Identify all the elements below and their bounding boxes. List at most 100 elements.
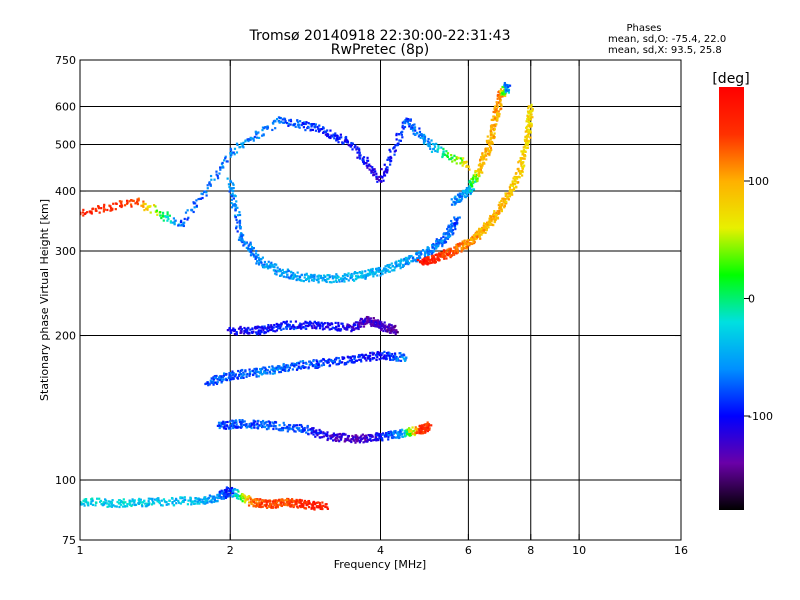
echo-point bbox=[335, 273, 338, 276]
echo-point bbox=[474, 169, 477, 173]
echo-point bbox=[302, 322, 305, 325]
echo-point bbox=[353, 272, 356, 275]
echo-point bbox=[126, 201, 129, 205]
echo-point bbox=[368, 317, 371, 320]
echo-point bbox=[238, 146, 241, 149]
echo-point bbox=[463, 194, 466, 197]
echo-point bbox=[243, 495, 246, 498]
echo-point bbox=[392, 328, 395, 331]
echo-point bbox=[200, 192, 203, 195]
echo-point bbox=[118, 200, 122, 203]
echo-point bbox=[397, 264, 400, 267]
echo-point bbox=[416, 260, 419, 263]
echo-point bbox=[235, 492, 238, 496]
echo-point bbox=[423, 253, 427, 256]
echo-point bbox=[239, 326, 242, 329]
echo-point bbox=[153, 498, 157, 501]
echo-point bbox=[408, 433, 411, 437]
echo-point bbox=[167, 503, 170, 506]
echo-point bbox=[337, 439, 340, 442]
echo-point bbox=[403, 125, 407, 129]
echo-point bbox=[375, 172, 378, 175]
echo-point bbox=[240, 330, 243, 333]
echo-point bbox=[299, 367, 303, 370]
echo-point bbox=[322, 274, 326, 277]
echo-point bbox=[373, 438, 376, 441]
echo-point bbox=[255, 368, 258, 371]
echo-point bbox=[345, 137, 348, 140]
echo-point bbox=[448, 247, 451, 250]
echo-point bbox=[481, 155, 484, 158]
echo-point bbox=[396, 359, 399, 362]
echo-point bbox=[255, 133, 258, 136]
echo-point bbox=[215, 173, 218, 176]
echo-point bbox=[298, 505, 301, 508]
echo-point bbox=[321, 501, 324, 504]
echo-point bbox=[395, 329, 398, 332]
echo-point bbox=[388, 323, 391, 326]
echo-point bbox=[490, 148, 493, 151]
echo-point bbox=[513, 182, 516, 186]
echo-point bbox=[387, 270, 390, 273]
echo-point bbox=[254, 369, 257, 372]
echo-point bbox=[441, 255, 444, 258]
echo-point bbox=[456, 217, 459, 221]
echo-point bbox=[248, 372, 252, 376]
echo-point bbox=[358, 436, 361, 439]
echo-point bbox=[401, 124, 404, 127]
echo-point bbox=[276, 325, 279, 328]
echo-point bbox=[213, 178, 216, 181]
echo-point bbox=[225, 373, 228, 376]
echo-point bbox=[359, 317, 363, 320]
echo-point bbox=[466, 194, 469, 197]
echo-point bbox=[317, 324, 320, 327]
echo-point bbox=[440, 237, 443, 240]
echo-point bbox=[365, 315, 369, 319]
echo-point bbox=[224, 377, 228, 380]
echo-point bbox=[364, 439, 367, 442]
echo-point bbox=[492, 135, 495, 138]
echo-point bbox=[450, 254, 453, 258]
echo-point bbox=[102, 205, 106, 208]
echo-point bbox=[275, 322, 278, 326]
echo-point bbox=[322, 362, 325, 365]
echo-point bbox=[451, 249, 454, 253]
echo-point bbox=[216, 424, 219, 427]
echo-point bbox=[343, 363, 346, 366]
echo-point bbox=[511, 193, 514, 196]
echo-point bbox=[375, 358, 378, 361]
echo-point bbox=[298, 278, 301, 282]
echo-point bbox=[525, 139, 528, 142]
echo-point bbox=[260, 422, 263, 426]
echo-point bbox=[349, 145, 352, 148]
echo-point bbox=[218, 494, 221, 497]
echo-point bbox=[412, 429, 416, 433]
echo-point bbox=[376, 438, 379, 441]
echo-point bbox=[210, 500, 213, 504]
echo-point bbox=[320, 276, 323, 280]
echo-point bbox=[479, 158, 482, 161]
echo-point bbox=[375, 436, 378, 439]
echo-point bbox=[367, 433, 370, 437]
echo-point bbox=[289, 275, 293, 278]
echo-point bbox=[259, 370, 262, 374]
echo-point bbox=[369, 437, 372, 441]
echo-point bbox=[265, 506, 269, 510]
echo-point bbox=[398, 436, 401, 439]
echo-point bbox=[335, 363, 338, 366]
echo-point bbox=[313, 508, 316, 511]
echo-point bbox=[258, 505, 261, 508]
echo-point bbox=[381, 272, 384, 276]
echo-point bbox=[310, 430, 313, 433]
echo-point bbox=[282, 275, 285, 278]
echo-point bbox=[526, 144, 530, 147]
colorbar-tick-label: -100 bbox=[748, 410, 773, 423]
echo-point bbox=[490, 118, 493, 121]
echo-point bbox=[252, 253, 255, 256]
echo-point bbox=[252, 373, 255, 377]
echo-point bbox=[489, 151, 492, 154]
echo-point bbox=[499, 102, 502, 105]
echo-point bbox=[315, 326, 318, 329]
echo-point bbox=[96, 497, 99, 500]
echo-point bbox=[199, 197, 202, 200]
